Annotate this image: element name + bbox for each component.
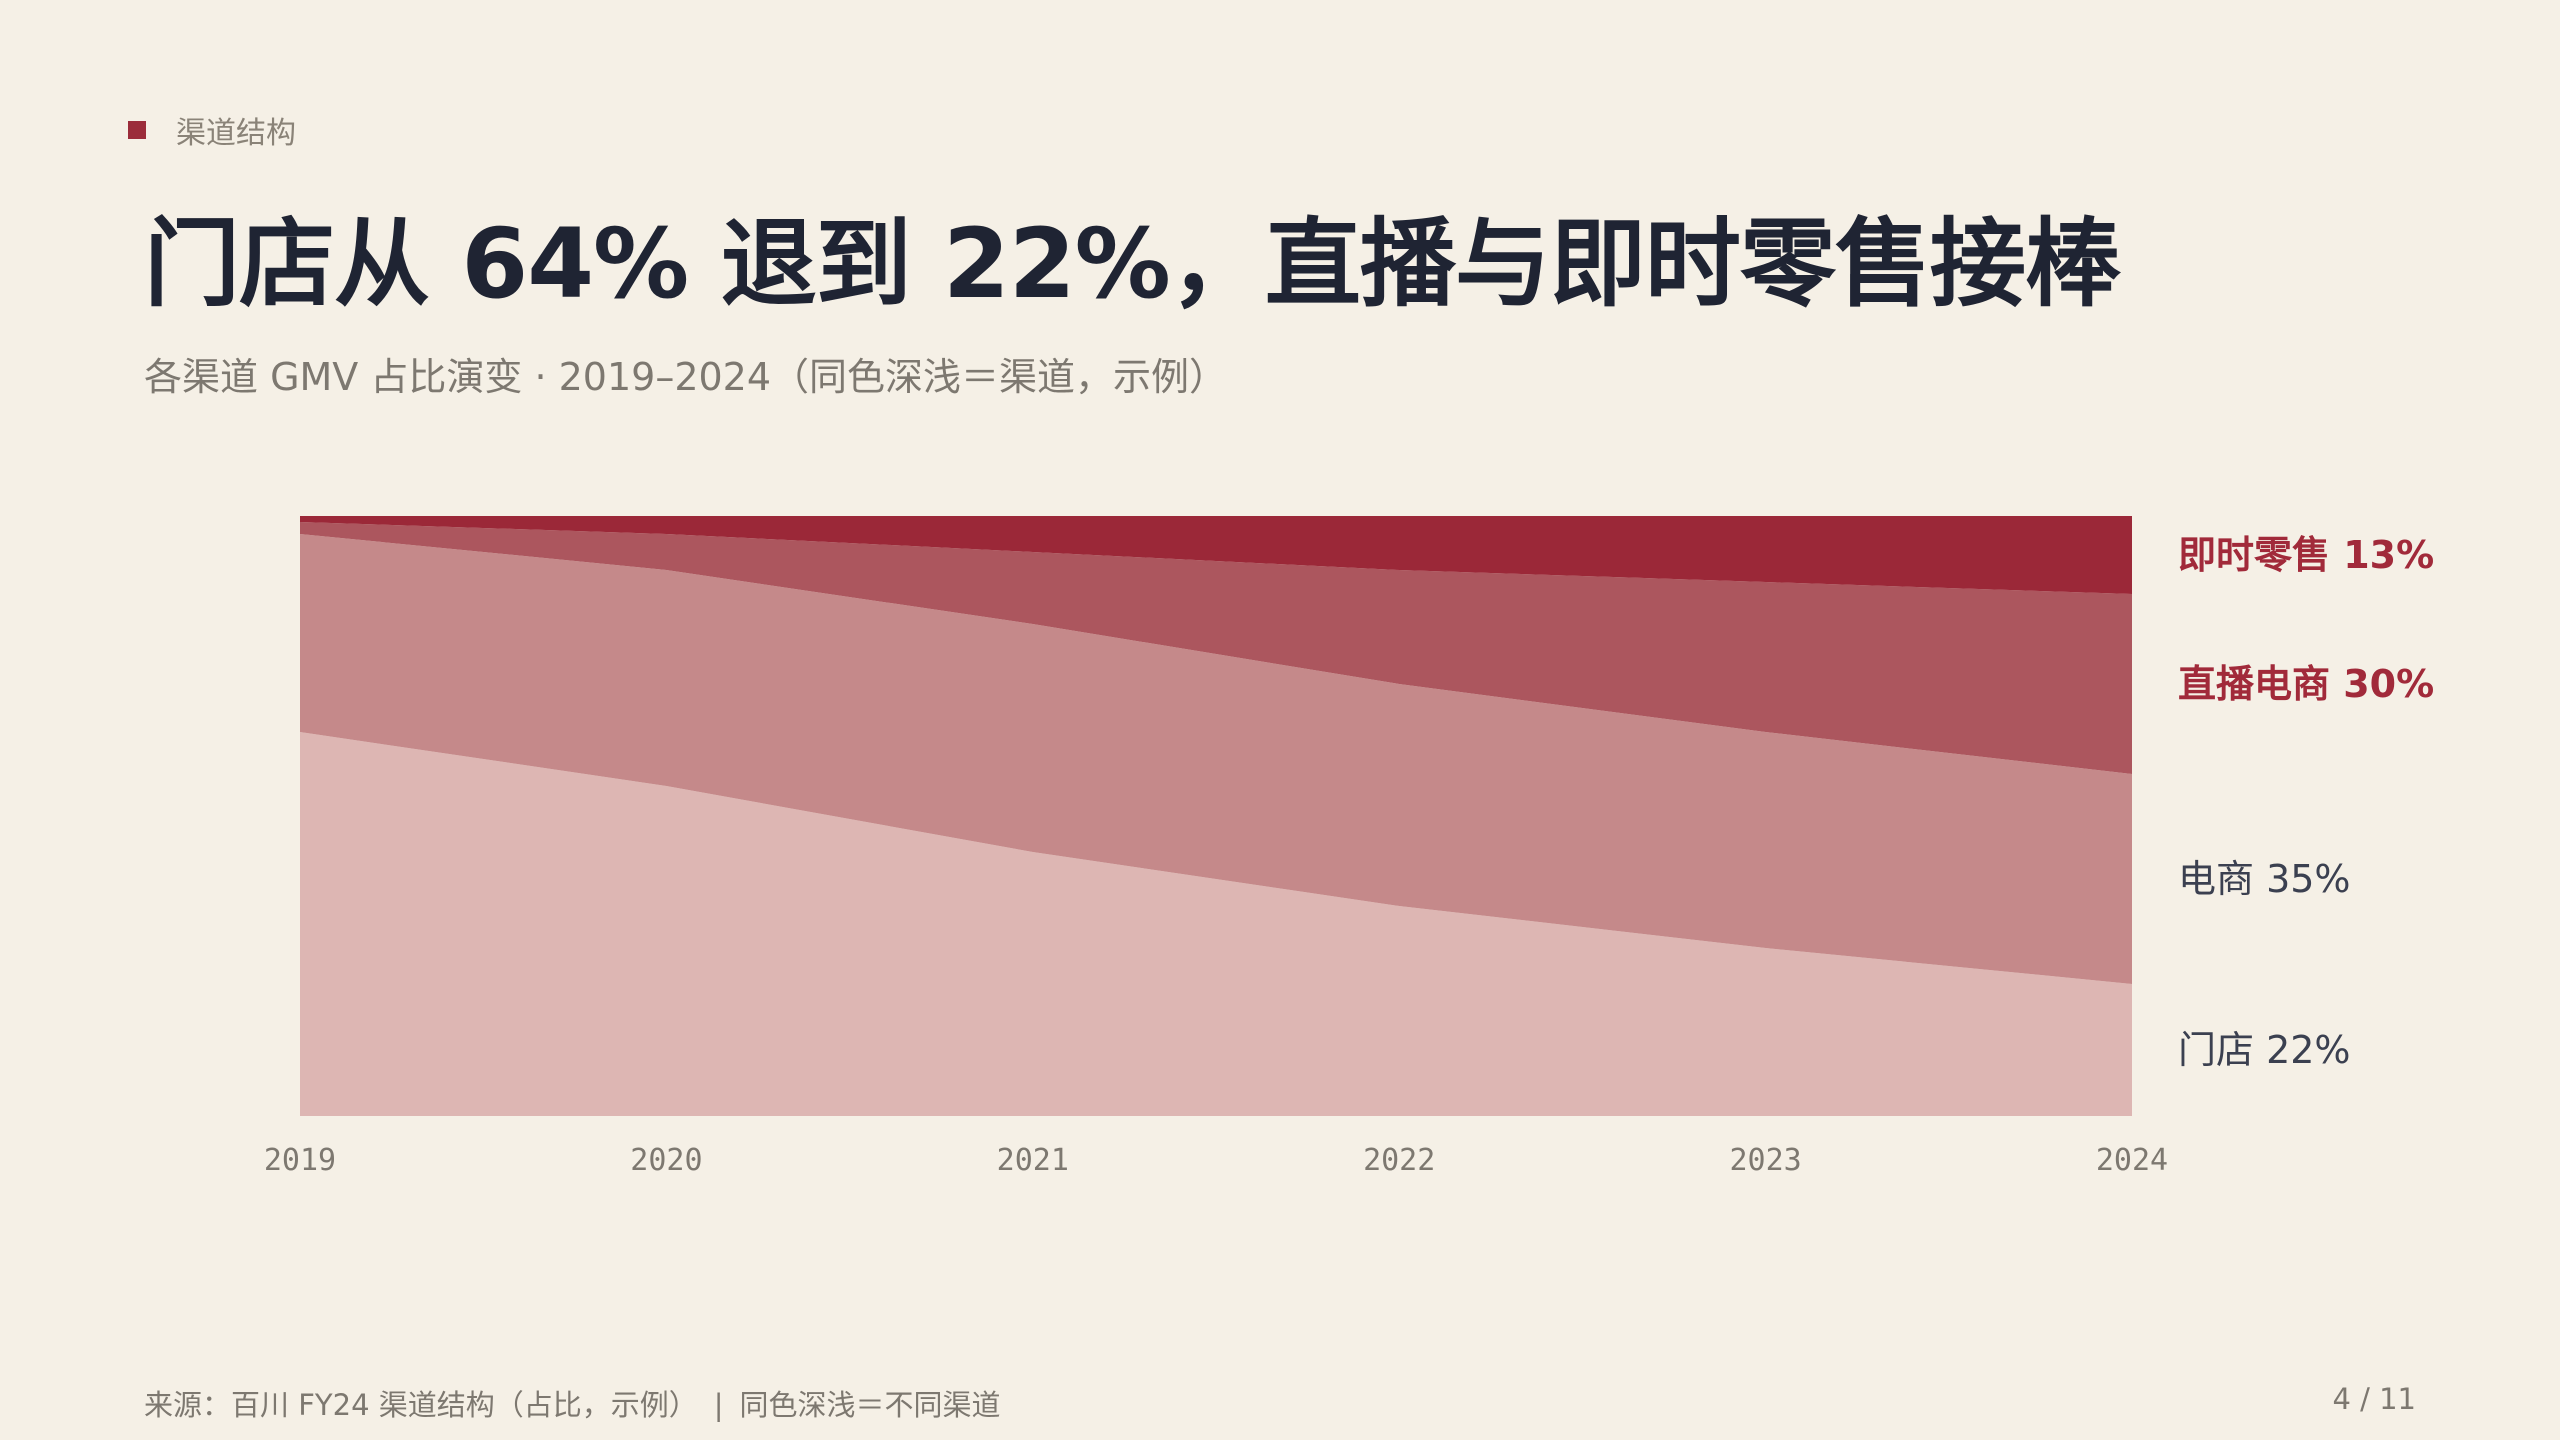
kicker-square-icon — [128, 121, 146, 139]
area-instant — [300, 516, 2132, 594]
end-label-ecommerce: 电商 35% — [2178, 857, 2351, 901]
area-livestream — [300, 522, 2132, 774]
x-tick-2024: 2024 — [2096, 1143, 2168, 1178]
end-label-instant: 即时零售 13% — [2178, 533, 2434, 577]
page-subtitle: 各渠道 GMV 占比演变 · 2019–2024（同色深浅＝渠道，示例） — [144, 355, 1228, 399]
kicker-label: 渠道结构 — [176, 116, 296, 151]
x-tick-2021: 2021 — [997, 1143, 1069, 1178]
footer-source: 来源：百川 FY24 渠道结构（占比，示例） | 同色深浅＝不同渠道 — [144, 1382, 1001, 1424]
end-label-livestream: 直播电商 30% — [2178, 662, 2434, 706]
area-ecommerce — [300, 534, 2132, 984]
x-tick-2020: 2020 — [630, 1143, 702, 1178]
x-tick-2022: 2022 — [1363, 1143, 1435, 1178]
x-tick-2023: 2023 — [1729, 1143, 1801, 1178]
footer-divider: | — [713, 1388, 724, 1422]
footer-note: 同色深浅＝不同渠道 — [739, 1388, 1001, 1422]
x-axis-ticks: 2019 2020 2021 2022 2023 2024 — [264, 1143, 2168, 1178]
section-kicker: 渠道结构 — [128, 108, 296, 152]
footer-source-text: 来源：百川 FY24 渠道结构（占比，示例） — [144, 1388, 698, 1422]
chart-areas — [300, 516, 2132, 1116]
end-label-store: 门店 22% — [2178, 1028, 2351, 1072]
area-store — [300, 732, 2132, 1116]
series-end-labels: 门店 22% 电商 35% 直播电商 30% 即时零售 13% — [2178, 533, 2434, 1072]
x-tick-2019: 2019 — [264, 1143, 336, 1178]
page-title: 门店从 64% 退到 22%，直播与即时零售接棒 — [144, 208, 2121, 320]
page-number: 4 / 11 — [2332, 1382, 2416, 1416]
